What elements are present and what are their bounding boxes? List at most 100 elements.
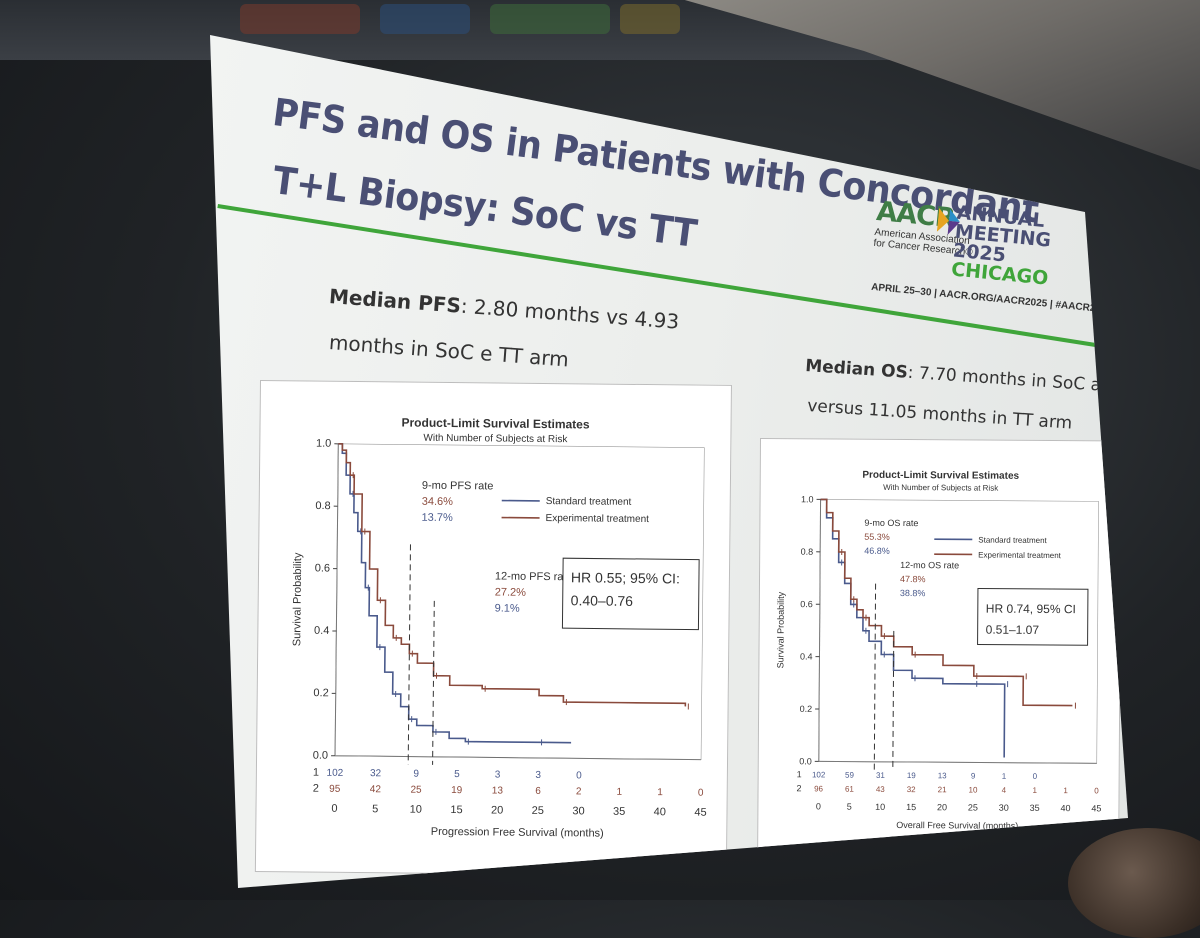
at-risk-count: 43 xyxy=(876,785,886,794)
y-tick-label: 1.0 xyxy=(801,494,814,504)
annotation-experimental-value: 55.3% xyxy=(864,532,890,542)
at-risk-row-label: 1 xyxy=(313,767,319,779)
x-tick-label: 45 xyxy=(694,807,706,819)
y-tick-label: 0.0 xyxy=(313,750,328,762)
median-os-label: Median OS xyxy=(805,356,909,383)
logo-city: CHICAGO xyxy=(950,258,1049,289)
x-tick-label: 30 xyxy=(999,803,1009,813)
annotation-standard-value: 13.7% xyxy=(422,512,454,524)
at-risk-count: 13 xyxy=(492,785,504,796)
x-tick-label: 35 xyxy=(1030,803,1040,813)
at-risk-count: 95 xyxy=(329,784,341,795)
legend-label: Experimental treatment xyxy=(546,513,650,525)
y-tick-label: 1.0 xyxy=(316,438,331,450)
pfs-chart-frame: Product-Limit Survival Estimates With Num… xyxy=(255,380,732,877)
x-tick-label: 45 xyxy=(1091,803,1101,813)
at-risk-count: 0 xyxy=(1033,772,1038,781)
at-risk-count: 21 xyxy=(938,785,948,794)
y-axis-label: Survival Probability xyxy=(775,591,786,668)
at-risk-count: 32 xyxy=(370,768,382,779)
at-risk-count: 1 xyxy=(1002,772,1007,781)
at-risk-count: 5 xyxy=(454,769,460,780)
x-tick-label: 25 xyxy=(532,805,544,817)
at-risk-count: 42 xyxy=(370,784,382,795)
at-risk-count: 0 xyxy=(1094,786,1099,795)
chart-subtitle: With Number of Subjects at Risk xyxy=(883,483,999,493)
at-risk-count: 0 xyxy=(698,788,704,799)
median-os-line1: Median OS: 7.70 months in SoC arm xyxy=(805,356,1125,397)
at-risk-count: 19 xyxy=(451,785,463,796)
reference-line-12mo xyxy=(433,601,435,765)
hr-box-text: HR 0.55; 95% CI: xyxy=(571,569,680,586)
at-risk-count: 2 xyxy=(576,786,582,797)
legend-label: Standard treatment xyxy=(546,496,632,508)
x-tick-label: 25 xyxy=(968,802,978,812)
at-risk-count: 102 xyxy=(326,768,343,779)
chart-subtitle: With Number of Subjects at Risk xyxy=(423,433,568,446)
y-tick-label: 0.0 xyxy=(799,756,812,766)
annotation-label: 12-mo PFS rate xyxy=(495,570,573,583)
at-risk-count: 61 xyxy=(845,785,855,794)
y-tick-label: 0.4 xyxy=(800,651,813,661)
y-tick-label: 0.2 xyxy=(313,687,328,699)
x-tick-label: 15 xyxy=(450,804,462,816)
at-risk-count: 9 xyxy=(413,769,419,780)
at-risk-count: 3 xyxy=(535,770,541,781)
at-risk-count: 59 xyxy=(845,771,855,780)
x-tick-label: 20 xyxy=(491,804,503,816)
median-pfs-line1: Median PFS: 2.80 months vs 4.93 xyxy=(328,284,680,334)
y-axis-label: Survival Probability xyxy=(291,552,304,646)
x-tick-label: 0 xyxy=(816,801,821,811)
at-risk-row-label: 2 xyxy=(313,783,319,795)
x-axis-label: Overall Free Survival (months) xyxy=(896,820,1018,831)
at-risk-row-label: 2 xyxy=(797,783,802,793)
x-tick-label: 20 xyxy=(937,802,947,812)
hr-box-text: 0.51–1.07 xyxy=(986,623,1040,637)
median-os-value: : 7.70 months in SoC arm xyxy=(907,363,1125,397)
median-os-line2: versus 11.05 months in TT arm xyxy=(807,396,1073,434)
at-risk-count: 19 xyxy=(907,771,917,780)
x-tick-label: 40 xyxy=(1060,803,1070,813)
annotation-standard-value: 46.8% xyxy=(864,546,890,556)
annotation-standard-value: 9.1% xyxy=(495,602,520,614)
x-tick-label: 30 xyxy=(572,805,584,817)
logo-dates: APRIL 25–30 | AACR.ORG/AACR2025 | #AACR2… xyxy=(871,282,1102,315)
y-tick-label: 0.6 xyxy=(315,562,330,574)
at-risk-count: 10 xyxy=(969,785,979,794)
reference-line-9mo xyxy=(408,544,410,764)
hr-box-text: 0.40–0.76 xyxy=(571,592,634,609)
x-tick-label: 35 xyxy=(613,806,625,818)
annotation-label: 9-mo OS rate xyxy=(864,518,918,528)
legend-label: Experimental treatment xyxy=(978,551,1062,561)
at-risk-count: 3 xyxy=(495,769,501,780)
at-risk-count: 102 xyxy=(812,770,826,779)
at-risk-count: 1 xyxy=(617,787,623,798)
legend-label: Standard treatment xyxy=(978,536,1047,545)
x-tick-label: 40 xyxy=(654,806,666,818)
at-risk-count: 13 xyxy=(938,771,948,780)
y-tick-label: 0.8 xyxy=(801,547,814,557)
at-risk-count: 6 xyxy=(535,786,541,797)
at-risk-count: 32 xyxy=(907,785,917,794)
annotation-experimental-value: 27.2% xyxy=(495,586,527,598)
at-risk-count: 1 xyxy=(1063,786,1068,795)
y-tick-label: 0.6 xyxy=(800,599,813,609)
y-tick-label: 0.8 xyxy=(315,500,330,512)
x-tick-label: 0 xyxy=(331,803,337,815)
logo-triangles-icon xyxy=(937,208,961,236)
annotation-standard-value: 38.8% xyxy=(900,588,926,598)
x-tick-label: 5 xyxy=(847,802,852,812)
chart-title: Product-Limit Survival Estimates xyxy=(401,415,590,431)
annotation-experimental-value: 47.8% xyxy=(900,574,926,584)
x-tick-label: 15 xyxy=(906,802,916,812)
aacr-logo: AACR American Association for Cancer Res… xyxy=(866,196,1068,344)
annotation-label: 12-mo OS rate xyxy=(900,560,959,570)
median-pfs-line2: months in SoC e TT arm xyxy=(328,330,569,372)
x-tick-label: 10 xyxy=(875,802,885,812)
at-risk-count: 25 xyxy=(410,785,422,796)
at-risk-count: 31 xyxy=(876,771,886,780)
annotation-label: 9-mo PFS rate xyxy=(422,480,494,493)
at-risk-row-label: 1 xyxy=(797,769,802,779)
